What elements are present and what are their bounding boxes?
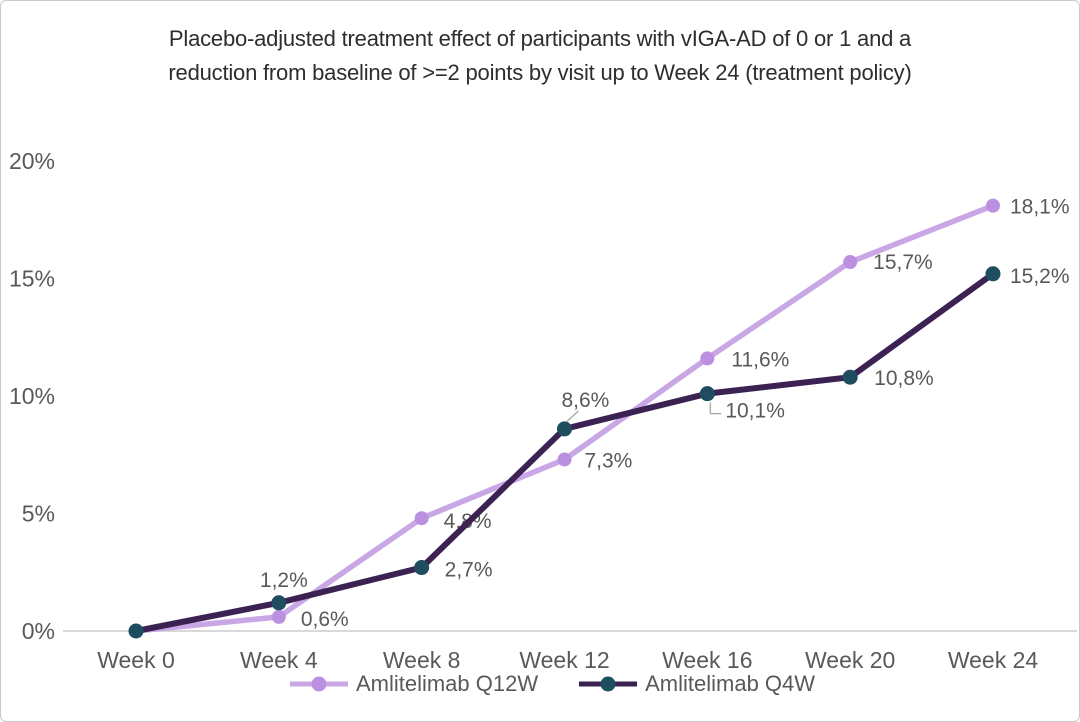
x-tick-label: Week 8 [383,647,461,673]
legend-item-q12w: Amlitelimab Q12W [289,671,538,697]
data-point-marker [700,351,715,366]
legend-label-q4w: Amlitelimab Q4W [645,671,816,696]
y-tick-label: 5% [22,501,55,527]
data-label: 0,6% [301,608,349,631]
data-point-marker [843,255,858,270]
data-label: 7,3% [584,449,632,472]
data-point-marker [414,511,429,526]
label-leader-line [709,402,722,415]
data-label: 18,1% [1010,196,1070,219]
y-tick-label: 0% [22,618,55,644]
data-point-marker [985,266,1001,282]
chart-legend: Amlitelimab Q12W Amlitelimab Q4W [13,671,1079,697]
x-tick-label: Week 20 [805,647,895,673]
legend-label-q12w: Amlitelimab Q12W [355,671,539,696]
x-tick-label: Week 24 [948,647,1039,673]
data-label: 8,6% [561,389,609,412]
data-label: 15,2% [1010,265,1070,288]
data-point-marker [271,609,286,624]
x-tick-label: Week 12 [519,647,609,673]
series-line-q12w [133,202,996,634]
data-label: 2,7% [445,559,493,582]
y-tick-label: 10% [9,383,55,409]
y-tick-label: 20% [9,148,55,174]
chart-title: Placebo-adjusted treatment effect of par… [1,22,1079,90]
data-point-marker [556,421,572,437]
x-tick-label: Week 0 [97,647,175,673]
y-tick-label: 15% [9,266,55,292]
chart-title-line2: reduction from baseline of >=2 points by… [168,60,912,85]
data-point-marker [128,623,144,639]
legend-item-q4w: Amlitelimab Q4W [578,671,815,697]
data-label: 15,7% [873,251,933,274]
legend-line-marker-icon [289,676,348,692]
data-point-marker [557,452,572,467]
data-point-marker [699,386,715,402]
legend-line-marker-icon [579,676,638,692]
chart-title-line1: Placebo-adjusted treatment effect of par… [168,26,912,51]
data-label: 1,2% [260,569,308,592]
data-point-marker [414,560,430,576]
data-label: 10,1% [725,400,785,423]
data-point-marker [842,369,858,385]
data-point-marker [985,198,1000,213]
data-label: 10,8% [874,367,934,390]
x-tick-label: Week 4 [240,647,318,673]
data-label: 11,6% [731,348,789,371]
data-point-marker [271,595,287,611]
label-leader-line [566,410,579,423]
x-tick-label: Week 16 [662,647,752,673]
